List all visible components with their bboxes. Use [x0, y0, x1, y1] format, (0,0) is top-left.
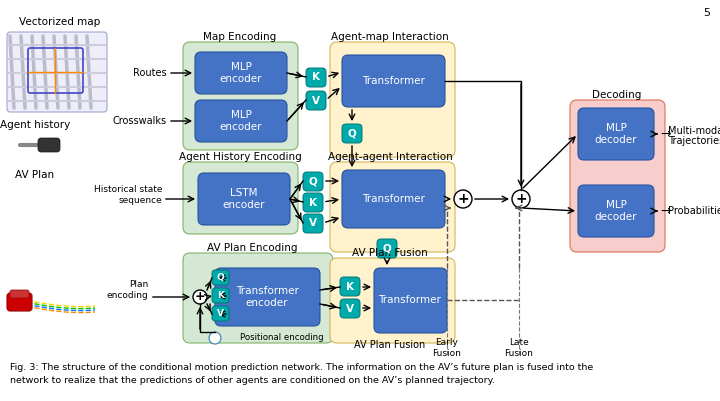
Text: Map Encoding: Map Encoding — [203, 32, 276, 42]
Text: Q: Q — [309, 176, 318, 186]
Text: Early
Fusion: Early Fusion — [433, 338, 462, 358]
Text: K: K — [312, 73, 320, 83]
FancyBboxPatch shape — [306, 68, 326, 87]
Text: 5: 5 — [703, 8, 710, 18]
FancyBboxPatch shape — [183, 42, 298, 150]
Text: Decoding: Decoding — [593, 90, 642, 100]
Text: V: V — [217, 309, 224, 318]
FancyBboxPatch shape — [374, 268, 447, 333]
Circle shape — [193, 290, 207, 304]
Text: Fig. 3: The structure of the conditional motion prediction network. The informat: Fig. 3: The structure of the conditional… — [10, 363, 593, 372]
FancyBboxPatch shape — [303, 193, 323, 212]
FancyBboxPatch shape — [330, 258, 455, 343]
FancyBboxPatch shape — [183, 253, 333, 343]
FancyBboxPatch shape — [330, 162, 455, 252]
FancyBboxPatch shape — [195, 52, 287, 94]
FancyBboxPatch shape — [195, 100, 287, 142]
Circle shape — [209, 332, 221, 344]
FancyBboxPatch shape — [7, 32, 107, 112]
Text: Transformer: Transformer — [379, 295, 441, 305]
Text: MLP
decoder: MLP decoder — [595, 200, 637, 222]
FancyBboxPatch shape — [578, 185, 654, 237]
Text: MLP
decoder: MLP decoder — [595, 123, 637, 145]
Text: AV Plan Encoding: AV Plan Encoding — [207, 243, 297, 253]
Text: network to realize that the predictions of other agents are conditioned on the A: network to realize that the predictions … — [10, 376, 495, 385]
Text: →: → — [660, 205, 670, 217]
Text: MLP
encoder: MLP encoder — [220, 110, 262, 132]
Text: Transformer
encoder: Transformer encoder — [235, 286, 298, 308]
FancyBboxPatch shape — [215, 268, 320, 326]
FancyBboxPatch shape — [570, 100, 665, 252]
FancyBboxPatch shape — [212, 288, 229, 303]
Text: Q: Q — [348, 128, 356, 138]
Text: Trajectories: Trajectories — [668, 136, 720, 146]
FancyBboxPatch shape — [342, 170, 445, 228]
Text: Agent-agent Interaction: Agent-agent Interaction — [328, 152, 452, 162]
FancyBboxPatch shape — [7, 293, 32, 311]
FancyBboxPatch shape — [198, 173, 290, 225]
Text: Q: Q — [382, 243, 392, 253]
Text: Probabilities: Probabilities — [668, 206, 720, 216]
Text: Late
Fusion: Late Fusion — [505, 338, 534, 358]
FancyBboxPatch shape — [377, 239, 397, 258]
Text: V: V — [312, 95, 320, 105]
FancyBboxPatch shape — [340, 277, 360, 296]
Text: V: V — [346, 304, 354, 314]
FancyBboxPatch shape — [212, 306, 229, 321]
FancyBboxPatch shape — [340, 299, 360, 318]
Text: Plan
encoding: Plan encoding — [107, 280, 148, 300]
Text: →: → — [660, 128, 670, 140]
Text: Agent History Encoding: Agent History Encoding — [179, 152, 302, 162]
Text: Multi-modal: Multi-modal — [668, 126, 720, 136]
Circle shape — [454, 190, 472, 208]
Text: Vectorized map: Vectorized map — [19, 17, 101, 27]
Text: +: + — [516, 192, 527, 206]
Text: K: K — [346, 282, 354, 292]
FancyBboxPatch shape — [342, 55, 445, 107]
FancyBboxPatch shape — [303, 214, 323, 233]
FancyBboxPatch shape — [330, 42, 455, 157]
FancyBboxPatch shape — [10, 290, 29, 298]
Text: V: V — [309, 219, 317, 229]
Text: Q: Q — [217, 273, 225, 282]
Text: Transformer: Transformer — [361, 194, 424, 204]
FancyBboxPatch shape — [306, 91, 326, 110]
Text: LSTM
encoder: LSTM encoder — [222, 188, 265, 210]
Text: Agent history: Agent history — [0, 120, 70, 130]
Text: Agent-map Interaction: Agent-map Interaction — [331, 32, 449, 42]
FancyBboxPatch shape — [578, 108, 654, 160]
Text: Transformer: Transformer — [361, 76, 424, 86]
Text: Historical state
sequence: Historical state sequence — [94, 185, 162, 205]
FancyBboxPatch shape — [183, 162, 298, 234]
Text: Positional encoding: Positional encoding — [240, 334, 323, 342]
Text: K: K — [217, 291, 224, 300]
FancyBboxPatch shape — [342, 124, 362, 143]
FancyBboxPatch shape — [303, 172, 323, 191]
Text: AV Plan Fusion: AV Plan Fusion — [352, 248, 428, 258]
FancyBboxPatch shape — [212, 270, 229, 285]
Text: +: + — [457, 192, 469, 206]
Text: +: + — [194, 290, 205, 304]
Text: Routes: Routes — [133, 68, 167, 78]
Text: AV Plan: AV Plan — [15, 170, 55, 180]
Text: Crosswalks: Crosswalks — [113, 116, 167, 126]
Text: MLP
encoder: MLP encoder — [220, 62, 262, 84]
Circle shape — [512, 190, 530, 208]
Text: AV Plan Fusion: AV Plan Fusion — [354, 340, 426, 350]
FancyBboxPatch shape — [38, 138, 60, 152]
Text: K: K — [309, 198, 317, 207]
